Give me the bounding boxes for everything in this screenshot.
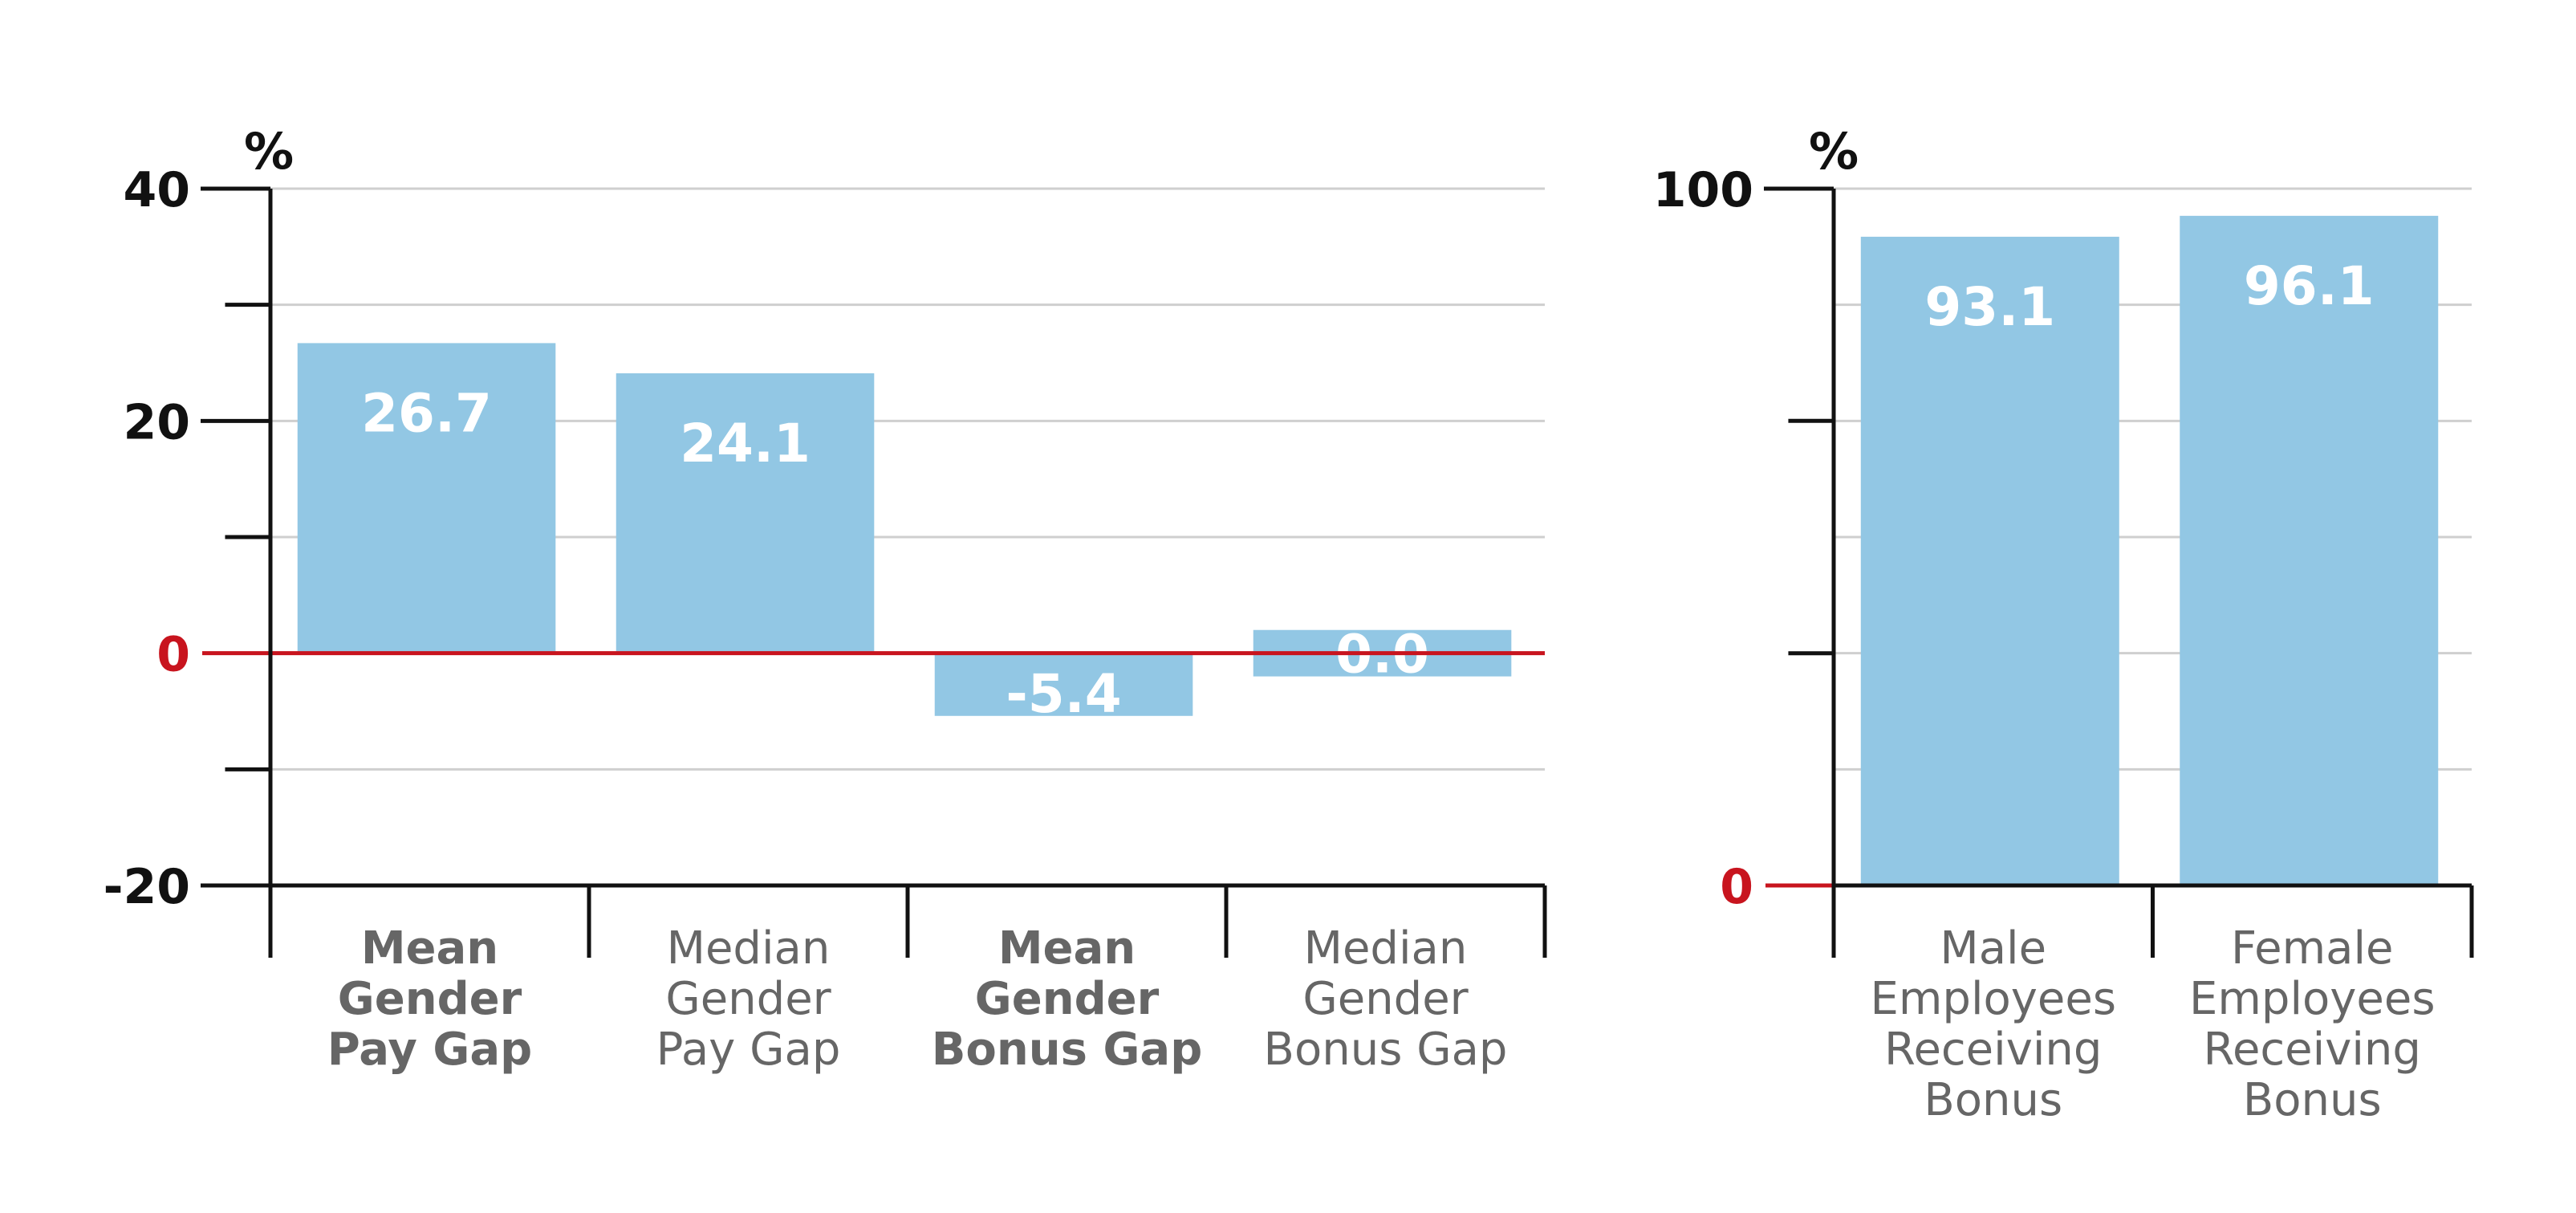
bar	[2180, 215, 2439, 885]
bar	[1860, 236, 2119, 886]
category-label-line: Median	[667, 922, 831, 975]
y-tick-label: 100	[1653, 162, 1753, 218]
y-tick-label: -20	[104, 859, 190, 915]
y-tick-label: 40	[124, 162, 191, 218]
unit-label: %	[1809, 122, 1859, 181]
category-label-line: Male	[1940, 922, 2046, 975]
category-label-line: Gender	[975, 973, 1160, 1025]
category-label-line: Gender	[665, 973, 831, 1025]
category-label-line: Bonus	[1924, 1074, 2062, 1126]
category-label-line: Receiving	[2204, 1024, 2421, 1076]
bar-value-label: 24.1	[680, 413, 811, 474]
category-label-line: Bonus Gap	[1264, 1024, 1508, 1076]
category-label-line: Bonus Gap	[932, 1024, 1203, 1076]
category-label-line: Gender	[1302, 973, 1469, 1025]
bar-value-label: 26.7	[361, 382, 492, 444]
y-tick-label: 20	[124, 394, 191, 450]
bar-value-label: -5.4	[1006, 663, 1121, 725]
unit-label: %	[244, 122, 294, 181]
bar	[297, 343, 556, 653]
bar-value-label: 96.1	[2244, 255, 2375, 317]
category-label: Mean Gender Bonus Gap	[932, 922, 1203, 1076]
category-label-line: Mean	[998, 922, 1136, 975]
category-label-line: Pay Gap	[327, 1024, 532, 1076]
category-label-line: Mean	[361, 922, 498, 975]
category-label-line: Female	[2231, 922, 2393, 975]
category-label-line: Employees	[1870, 973, 2116, 1025]
category-label-line: Median	[1304, 922, 1468, 975]
category-label: Median Gender Pay Gap	[656, 922, 841, 1076]
bar-value-label: 93.1	[1924, 276, 2055, 338]
bar	[616, 373, 875, 653]
category-label: Male Employees Receiving Bonus	[1870, 922, 2116, 1126]
category-label-line: Bonus	[2243, 1074, 2382, 1126]
category-label-line: Receiving	[1884, 1024, 2102, 1076]
category-label-line: Pay Gap	[656, 1024, 841, 1076]
category-label: Female Employees Receiving Bonus	[2189, 922, 2436, 1126]
category-label-line: Employees	[2189, 973, 2436, 1025]
bar	[934, 653, 1193, 716]
y-tick-label: 0	[1720, 859, 1753, 915]
category-label: Median Gender Bonus Gap	[1264, 922, 1508, 1076]
category-label-line: Gender	[338, 973, 522, 1025]
category-label: Mean Gender Pay Gap	[327, 922, 532, 1076]
y-tick-label: 0	[156, 627, 190, 683]
